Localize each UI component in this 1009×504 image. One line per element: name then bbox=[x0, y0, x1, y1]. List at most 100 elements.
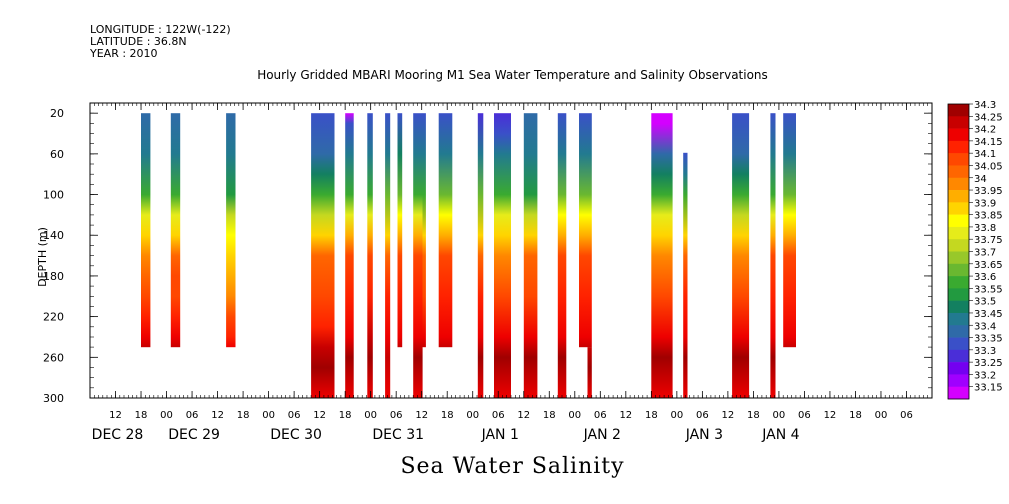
profile-bar bbox=[170, 113, 181, 348]
colorbar-swatch bbox=[948, 337, 969, 351]
colorbar-label: 34 bbox=[974, 174, 987, 185]
x-hour-tick-label: 12 bbox=[211, 410, 224, 421]
x-hour-tick-label: 00 bbox=[773, 410, 786, 421]
x-hour-tick-label: 00 bbox=[568, 410, 581, 421]
x-hour-tick-label: 18 bbox=[747, 410, 760, 421]
colorbar-label: 33.85 bbox=[974, 211, 1003, 222]
latitude-label: LATITUDE : 36.8N bbox=[90, 35, 187, 48]
x-hour-tick-label: 00 bbox=[160, 410, 173, 421]
y-tick-label: 60 bbox=[50, 148, 64, 161]
profile-bar bbox=[732, 113, 750, 398]
colorbar-label: 33.15 bbox=[974, 383, 1003, 394]
y-tick-label: 300 bbox=[43, 392, 64, 405]
colorbar-swatch bbox=[948, 239, 969, 252]
salinity-profiles bbox=[141, 113, 796, 398]
x-day-label: JAN 1 bbox=[481, 427, 519, 443]
colorbar-swatch bbox=[948, 288, 969, 301]
profile-bar bbox=[367, 113, 373, 398]
colorbar-label: 34.2 bbox=[974, 125, 996, 136]
colorbar-swatch bbox=[948, 165, 969, 179]
colorbar-label: 34.25 bbox=[974, 112, 1003, 123]
profile-bar bbox=[422, 113, 426, 348]
colorbar-swatch bbox=[948, 116, 969, 129]
x-hour-tick-label: 18 bbox=[339, 410, 352, 421]
colorbar-swatch bbox=[948, 177, 969, 191]
x-hour-tick-label: 06 bbox=[288, 410, 301, 421]
x-hour-tick-label: 06 bbox=[798, 410, 811, 421]
colorbar-label: 34.05 bbox=[974, 161, 1003, 172]
colorbar-label: 33.35 bbox=[974, 334, 1003, 345]
colorbar-swatch bbox=[948, 226, 969, 240]
y-tick-label: 260 bbox=[43, 351, 64, 364]
colorbar-swatch bbox=[948, 128, 969, 142]
colorbar-swatch bbox=[948, 214, 969, 228]
colorbar-swatch bbox=[948, 312, 969, 326]
profile-bar bbox=[226, 113, 236, 348]
x-hour-tick-label: 18 bbox=[441, 410, 454, 421]
x-hour-tick-label: 00 bbox=[364, 410, 377, 421]
colorbar-swatch bbox=[948, 349, 969, 363]
colorbar-label: 33.4 bbox=[974, 321, 996, 332]
x-day-label: DEC 29 bbox=[168, 427, 220, 443]
profile-bar bbox=[311, 113, 335, 398]
colorbar-swatch bbox=[948, 190, 969, 203]
x-hour-tick-label: 06 bbox=[492, 410, 505, 421]
profile-bar bbox=[557, 113, 567, 398]
x-hour-tick-label: 06 bbox=[186, 410, 199, 421]
profile-bar bbox=[579, 113, 592, 348]
x-hour-tick-label: 06 bbox=[390, 410, 403, 421]
colorbar-label: 33.3 bbox=[974, 346, 996, 357]
colorbar-label: 33.55 bbox=[974, 284, 1003, 295]
x-hour-tick-label: 12 bbox=[517, 410, 530, 421]
x-hour-tick-label: 00 bbox=[262, 410, 275, 421]
colorbar-label: 34.3 bbox=[974, 100, 996, 111]
x-hour-tick-label: 18 bbox=[849, 410, 862, 421]
profile-bar bbox=[438, 113, 453, 348]
x-hour-tick-label: 18 bbox=[135, 410, 148, 421]
profile-bar bbox=[345, 113, 354, 398]
colorbar-label: 33.75 bbox=[974, 235, 1003, 246]
x-day-label: JAN 2 bbox=[583, 427, 621, 443]
profile-bar bbox=[413, 113, 423, 398]
year-label: YEAR : 2010 bbox=[90, 47, 158, 60]
profile-bar bbox=[683, 152, 688, 398]
profile-bar bbox=[523, 113, 538, 398]
colorbar-swatch bbox=[948, 325, 969, 338]
chart-title: Hourly Gridded MBARI Mooring M1 Sea Wate… bbox=[257, 68, 768, 82]
colorbar-swatch bbox=[948, 263, 969, 277]
x-hour-tick-label: 00 bbox=[466, 410, 479, 421]
y-axis-title: DEPTH (m) bbox=[36, 227, 49, 287]
x-hour-tick-label: 06 bbox=[594, 410, 607, 421]
longitude-label: LONGITUDE : 122W(-122) bbox=[90, 23, 231, 36]
colorbar-label: 33.95 bbox=[974, 186, 1003, 197]
x-hour-tick-label: 12 bbox=[415, 410, 428, 421]
x-day-label: DEC 30 bbox=[270, 427, 322, 443]
profile-bar bbox=[494, 113, 511, 398]
x-hour-tick-label: 00 bbox=[875, 410, 888, 421]
y-tick-label: 180 bbox=[43, 270, 64, 283]
y-tick-label: 20 bbox=[50, 107, 64, 120]
y-tick-label: 220 bbox=[43, 311, 64, 324]
colorbar-swatch bbox=[948, 153, 969, 166]
profile-bar bbox=[477, 113, 484, 398]
x-day-label: DEC 31 bbox=[372, 427, 424, 443]
colorbar-frame bbox=[947, 103, 970, 400]
profile-bar bbox=[770, 113, 776, 398]
colorbar-swatch bbox=[948, 374, 969, 388]
colorbar-label: 33.7 bbox=[974, 248, 996, 259]
profile-bar bbox=[587, 347, 592, 398]
plot-axes: 12 18 00 06 12 18 00 06 12 18 00 06 12 18 00 06 12 18 00 06… bbox=[43, 102, 933, 443]
colorbar-label: 33.65 bbox=[974, 260, 1003, 271]
colorbar-label: 33.9 bbox=[974, 198, 996, 209]
y-tick-label: 100 bbox=[43, 189, 64, 202]
profile-bar bbox=[651, 113, 673, 398]
colorbar-swatch bbox=[948, 202, 969, 215]
x-hour-tick-label: 00 bbox=[670, 410, 683, 421]
colorbar-swatch bbox=[948, 386, 969, 400]
x-hour-tick-label: 12 bbox=[824, 410, 837, 421]
profile-bar bbox=[783, 113, 796, 348]
colorbar-swatch bbox=[948, 140, 969, 154]
x-hour-tick-label: 18 bbox=[237, 410, 250, 421]
